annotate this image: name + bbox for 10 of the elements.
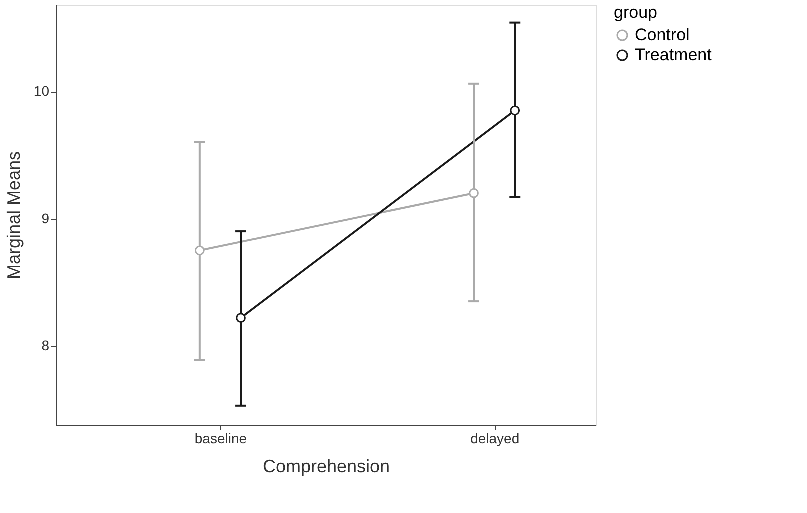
legend-label: Treatment: [635, 46, 712, 64]
y-tick-label: 9: [42, 210, 50, 226]
x-axis-title: Comprehension: [262, 456, 390, 476]
y-axis-title: Marginal Means: [4, 151, 24, 280]
legend-title: group: [614, 3, 658, 22]
y-tick-label: 8: [42, 338, 50, 354]
x-tick-label: delayed: [470, 430, 520, 446]
x-tick-label: baseline: [194, 430, 248, 446]
y-tick-label: 10: [34, 83, 50, 100]
legend-label: Control: [635, 26, 690, 44]
